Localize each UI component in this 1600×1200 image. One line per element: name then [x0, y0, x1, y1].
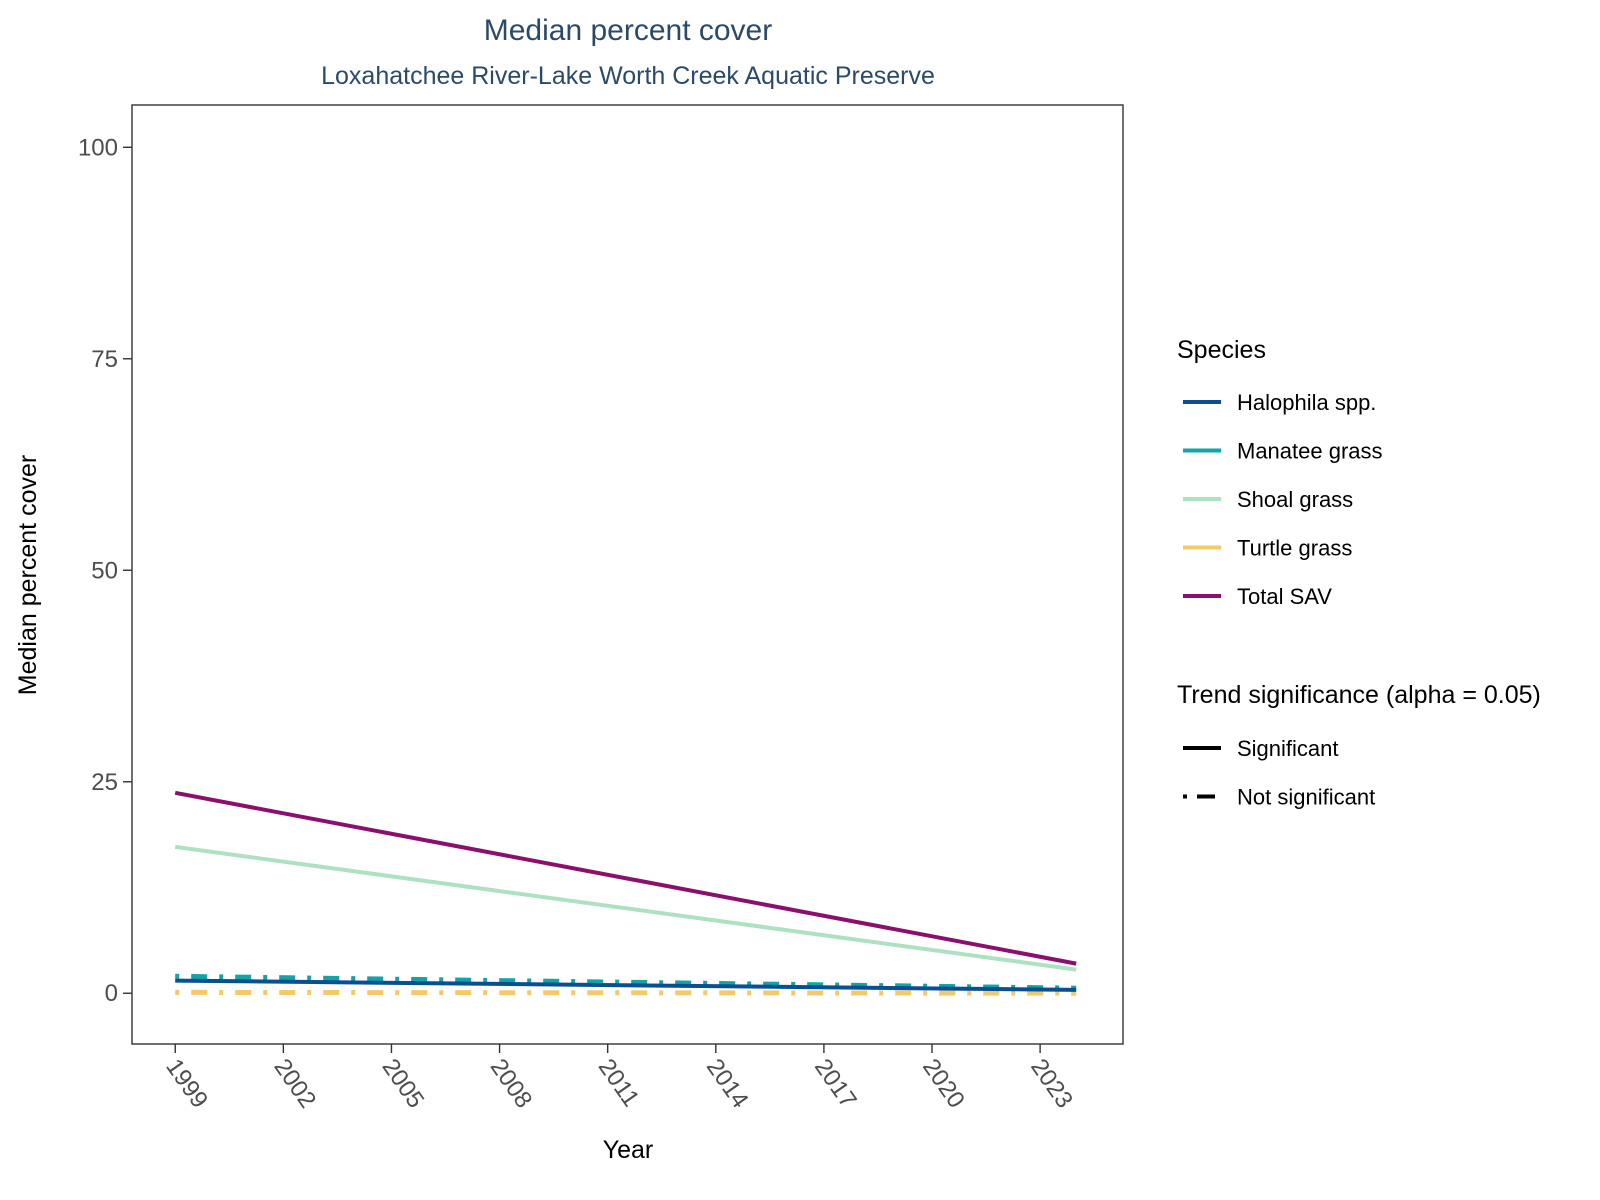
y-tick-label: 25: [91, 769, 118, 796]
legend-label: Halophila spp.: [1237, 390, 1376, 415]
chart-title: Median percent cover: [484, 14, 773, 47]
legend-species-title: Species: [1177, 336, 1266, 364]
series-line-manatee-grass: [175, 973, 1077, 991]
x-tick-label: 2011: [593, 1054, 645, 1112]
plot-panel: [131, 104, 1124, 1045]
series-line-shoal-grass: [174, 844, 1077, 972]
x-tick-label: 2002: [268, 1054, 321, 1113]
legend-label: Not significant: [1237, 785, 1375, 810]
x-axis-title: Year: [603, 1136, 654, 1164]
y-tick-label: 50: [91, 557, 118, 584]
legend: Species Halophila spp. Manatee grass Shoal …: [1177, 336, 1541, 810]
x-axis: 1999 2002 2005 2008 2011 2014 2017 2020 2023: [160, 1044, 1078, 1113]
series-line-turtle-grass: [175, 989, 1077, 996]
y-tick-label: 75: [91, 346, 118, 373]
x-tick-label: 2014: [701, 1054, 754, 1113]
x-tick-label: 2017: [809, 1054, 862, 1113]
chart-subtitle: Loxahatchee River-Lake Worth Creek Aquat…: [321, 62, 935, 90]
series-layer: [174, 790, 1077, 996]
x-tick-label: 2005: [377, 1054, 430, 1113]
legend-label: Total SAV: [1237, 584, 1332, 609]
y-tick-label: 100: [78, 134, 118, 161]
series-line-halophila-spp: [175, 978, 1077, 992]
legend-label: Turtle grass: [1237, 536, 1352, 561]
x-tick-label: 2023: [1025, 1054, 1078, 1113]
x-tick-label: 1999: [160, 1054, 213, 1113]
y-tick-label: 0: [105, 980, 118, 1007]
legend-label: Manatee grass: [1237, 439, 1383, 464]
x-tick-label: 2020: [917, 1054, 970, 1113]
y-axis-title: Median percent cover: [14, 455, 42, 695]
x-tick-label: 2008: [485, 1054, 538, 1113]
legend-label: Shoal grass: [1237, 487, 1353, 512]
series-line-total-sav: [174, 790, 1077, 966]
legend-significance-title: Trend significance (alpha = 0.05): [1177, 681, 1541, 709]
y-axis: 0 25 50 75 100: [78, 134, 132, 1007]
legend-label: Significant: [1237, 736, 1339, 761]
